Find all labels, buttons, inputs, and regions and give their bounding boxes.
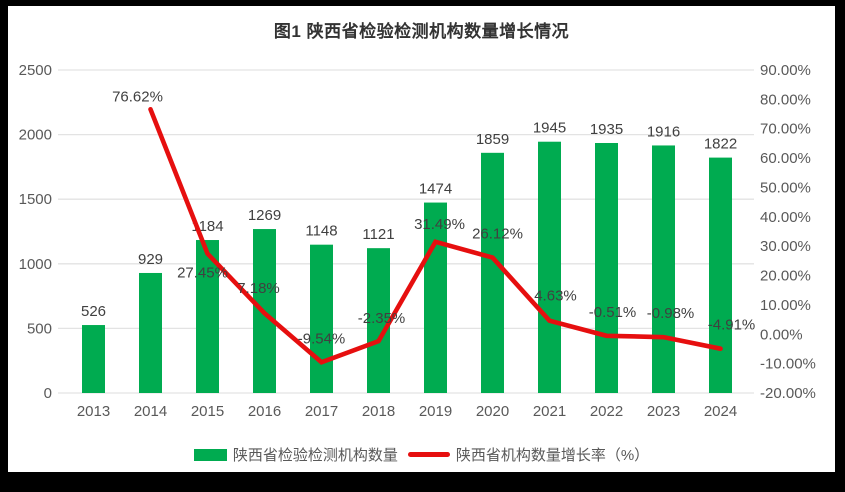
chart-plot-area: 2500 2000 1500 1000 500 0 90.00% 80.00% 70.00% 60… — [19, 62, 816, 420]
line-value-label: 26.12% — [472, 226, 523, 243]
bar — [139, 272, 162, 393]
x-axis-year-label: 2017 — [305, 403, 338, 420]
right-axis-tick: 10.00% — [760, 297, 811, 314]
left-axis-tick: 2000 — [19, 127, 52, 144]
x-axis-year-label: 2015 — [191, 403, 224, 420]
line-value-label: 4.63% — [534, 288, 577, 305]
bar-series-legend-label: 陕西省检验检测机构数量 — [232, 447, 398, 464]
right-axis-tick: 0.00% — [760, 326, 803, 343]
bar-value-label: 1945 — [533, 120, 566, 137]
right-axis-tick: 20.00% — [760, 268, 811, 285]
bar-series-legend-swatch — [193, 448, 227, 461]
line-value-label: 7.18% — [237, 280, 280, 297]
x-axis-year-label: 2023 — [647, 403, 680, 420]
line-value-label: -0.51% — [589, 304, 637, 321]
bar — [367, 248, 390, 393]
right-axis-tick: 40.00% — [760, 209, 811, 226]
bar — [481, 152, 504, 393]
left-axis-tick: 2500 — [19, 62, 52, 79]
line-value-label: 27.45% — [177, 265, 228, 282]
line-value-label: -9.54% — [298, 330, 346, 347]
line-value-label: -0.98% — [647, 305, 695, 322]
right-axis-tick: -20.00% — [760, 385, 816, 402]
bar-value-label: 1859 — [476, 131, 509, 148]
line-value-label: -2.35% — [358, 310, 406, 327]
bar — [538, 141, 561, 393]
right-axis-tick-labels: 90.00% 80.00% 70.00% 60.00% 50.00% 40.00% 30.0… — [760, 62, 816, 402]
x-axis-year-label: 2020 — [476, 403, 509, 420]
x-axis-year-label: 2018 — [362, 403, 395, 420]
line-series-legend-label: 陕西省机构数量增长率（%） — [455, 447, 650, 464]
x-axis-year-label: 2013 — [77, 403, 110, 420]
x-axis-year-label: 2016 — [248, 403, 281, 420]
right-axis-tick: 80.00% — [760, 91, 811, 108]
bar-value-label: 526 — [81, 303, 106, 320]
chart-title: 图1 陕西省检验检测机构数量增长情况 — [273, 22, 570, 41]
left-axis-tick: 1500 — [19, 191, 52, 208]
bar-value-label: 1121 — [362, 226, 394, 243]
bar-value-label: 1474 — [419, 181, 452, 198]
gridlines — [58, 69, 754, 394]
x-axis-year-label: 2019 — [419, 403, 452, 420]
bar-value-label: 1269 — [248, 207, 281, 224]
x-axis-year-label: 2014 — [134, 403, 167, 420]
line-value-label: -4.91% — [708, 317, 756, 334]
bar — [595, 142, 618, 393]
line-series-legend-swatch — [407, 452, 450, 457]
bar-value-label: 1148 — [305, 223, 337, 240]
bar-value-label: 1916 — [647, 123, 680, 140]
left-axis-tick: 500 — [27, 320, 52, 337]
left-axis-tick: 0 — [44, 385, 52, 402]
left-axis-tick-labels: 2500 2000 1500 1000 500 0 — [19, 62, 52, 402]
right-axis-tick: 50.00% — [760, 179, 811, 196]
x-axis-year-label: 2022 — [590, 403, 623, 420]
x-axis-labels: 2013 2014 2015 2016 2017 2018 2019 2020 2021 2022… — [77, 403, 737, 420]
line-value-label: 76.62% — [112, 88, 163, 105]
bar — [709, 157, 732, 393]
right-axis-tick: 70.00% — [760, 121, 811, 138]
bar — [82, 325, 105, 393]
growth-line-series — [148, 106, 723, 365]
x-axis-year-label: 2024 — [704, 403, 737, 420]
chart-canvas: 图1 陕西省检验检测机构数量增长情况 2500 2000 1500 1000 500 0 9… — [8, 6, 835, 472]
bar-value-label: 1935 — [590, 121, 623, 138]
bar — [196, 240, 219, 393]
line-value-label: 31.49% — [414, 216, 465, 233]
line-value-labels: 76.62% 27.45% 7.18% -9.54% -2.35% 31.49% 26.12… — [112, 88, 755, 347]
right-axis-tick: -10.00% — [760, 356, 816, 373]
right-axis-tick: 90.00% — [760, 62, 811, 79]
bar — [652, 145, 675, 393]
bar-series — [82, 141, 732, 393]
right-axis-tick: 30.00% — [760, 238, 811, 255]
growth-line — [148, 106, 723, 365]
x-axis-year-label: 2021 — [533, 403, 566, 420]
bar-value-label: 1822 — [704, 136, 737, 153]
chart-legend: 陕西省检验检测机构数量 陕西省机构数量增长率（%） — [8, 444, 835, 465]
left-axis-tick: 1000 — [19, 256, 52, 273]
bar — [310, 244, 333, 393]
bar-value-label: 929 — [138, 251, 163, 268]
right-axis-tick: 60.00% — [760, 150, 811, 167]
